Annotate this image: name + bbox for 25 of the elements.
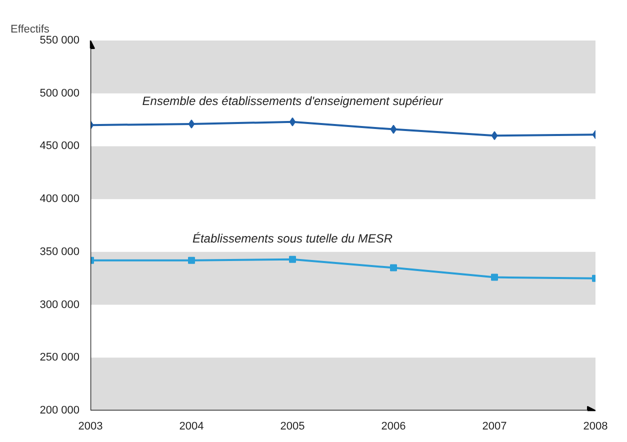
x-tick-label: 2004 [179, 420, 204, 432]
x-tick-label: 2008 [583, 420, 608, 432]
y-tick-label: 350 000 [40, 246, 80, 258]
x-tick-label: 2007 [482, 420, 507, 432]
y-tick-label: 300 000 [40, 298, 80, 311]
y-tick-label: 550 000 [40, 34, 80, 46]
point [289, 117, 296, 126]
y-axis-title: Effectifs [10, 24, 50, 36]
y-tick-label: 450 000 [40, 140, 80, 152]
point [390, 124, 397, 134]
point [188, 256, 195, 264]
y-tick-label: 250 000 [40, 352, 80, 364]
x-tick-label: 2005 [280, 420, 305, 432]
y-tick-label: 500 000 [40, 87, 80, 100]
series-label: Établissements sous tutelle du MESR [192, 231, 393, 246]
point [188, 120, 195, 129]
x-tick-label: 2003 [78, 420, 103, 432]
x-tick-label: 2006 [381, 420, 406, 432]
point [289, 256, 296, 263]
point [491, 131, 498, 140]
series-label: Ensemble des établissements d'enseignement supérieur [142, 94, 444, 108]
y-tick-label: 400 000 [40, 193, 80, 206]
point [491, 274, 498, 281]
point [390, 264, 397, 272]
y-tick-label: 200 000 [40, 404, 80, 416]
